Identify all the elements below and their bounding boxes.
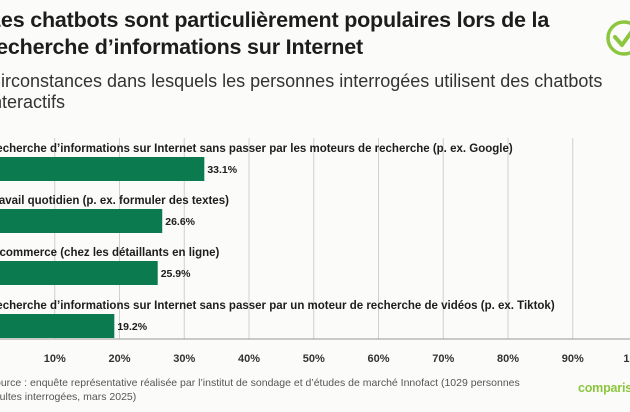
x-tick-label: 20% (108, 353, 130, 365)
category-label: Recherche d’informations sur Internet sa… (0, 143, 513, 155)
bar (0, 209, 163, 233)
bar (0, 157, 205, 181)
page-subtitle: Circonstances dans lesquels les personne… (0, 71, 603, 112)
page-title: Les chatbots sont particulièrement popul… (0, 8, 550, 59)
bar (0, 314, 115, 338)
x-tick-label: 80% (497, 353, 519, 365)
bar (0, 261, 158, 285)
x-tick-label: 50% (303, 353, 325, 365)
x-tick-label: 40% (238, 353, 260, 365)
category-label: E-commerce (chez les détaillants en lign… (0, 247, 220, 259)
value-label: 33.1% (207, 164, 237, 176)
category-label: Recherche d’informations sur Internet sa… (0, 300, 555, 312)
x-tick-label: 90% (562, 353, 584, 365)
value-label: 26.6% (165, 216, 195, 228)
brand-logo-text: comparis.ch (578, 381, 630, 395)
x-tick-label: 70% (432, 353, 454, 365)
comparis-check-icon (606, 20, 630, 56)
value-label: 25.9% (161, 268, 191, 280)
source-note: Source : enquête représentative réalisée… (0, 377, 520, 403)
x-tick-label: 100% (623, 353, 630, 365)
category-label: Travail quotidien (p. ex. formuler des t… (0, 195, 229, 207)
x-tick-label: 30% (173, 353, 195, 365)
value-label: 19.2% (117, 321, 147, 333)
x-tick-label: 60% (367, 353, 389, 365)
x-tick-label: 10% (44, 353, 66, 365)
